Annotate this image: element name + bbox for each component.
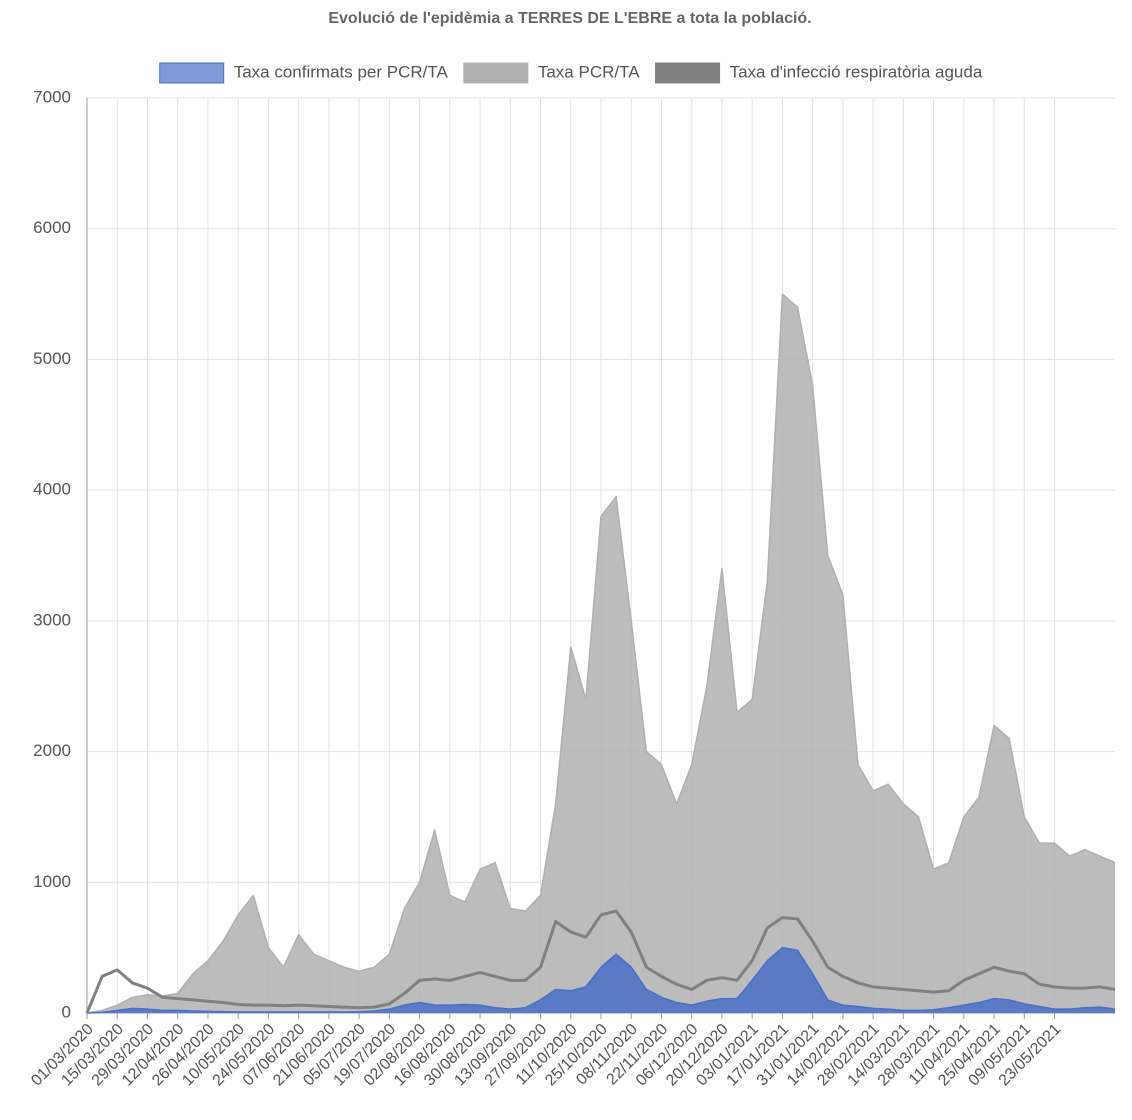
- y-tick-label: 3000: [33, 610, 71, 629]
- legend-label: Taxa PCR/TA: [538, 62, 640, 81]
- legend-label: Taxa confirmats per PCR/TA: [234, 62, 449, 81]
- legend-swatch: [655, 62, 721, 84]
- area-fill: [87, 947, 1115, 1013]
- legend-swatch: [159, 62, 225, 84]
- legend-swatch: [463, 62, 529, 84]
- area-fill: [87, 294, 1115, 1014]
- line: [86, 293, 1116, 1014]
- line: [86, 946, 1116, 1014]
- chart-title: Evolució de l'epidèmia a TERRES DE L'EBR…: [328, 10, 811, 27]
- line: [85, 909, 1116, 1014]
- y-tick-label: 1000: [33, 872, 71, 891]
- y-tick-label: 5000: [33, 349, 71, 368]
- y-tick-label: 4000: [33, 480, 71, 499]
- legend-label: Taxa d'infecció respiratòria aguda: [730, 62, 983, 81]
- legend: Taxa confirmats per PCR/TA Taxa PCR/TA Tax…: [159, 62, 983, 84]
- y-tick-label: 7000: [33, 87, 71, 106]
- y-tick-label: 0: [62, 1002, 71, 1021]
- y-tick-label: 6000: [33, 218, 71, 237]
- y-tick-label: 2000: [33, 741, 71, 760]
